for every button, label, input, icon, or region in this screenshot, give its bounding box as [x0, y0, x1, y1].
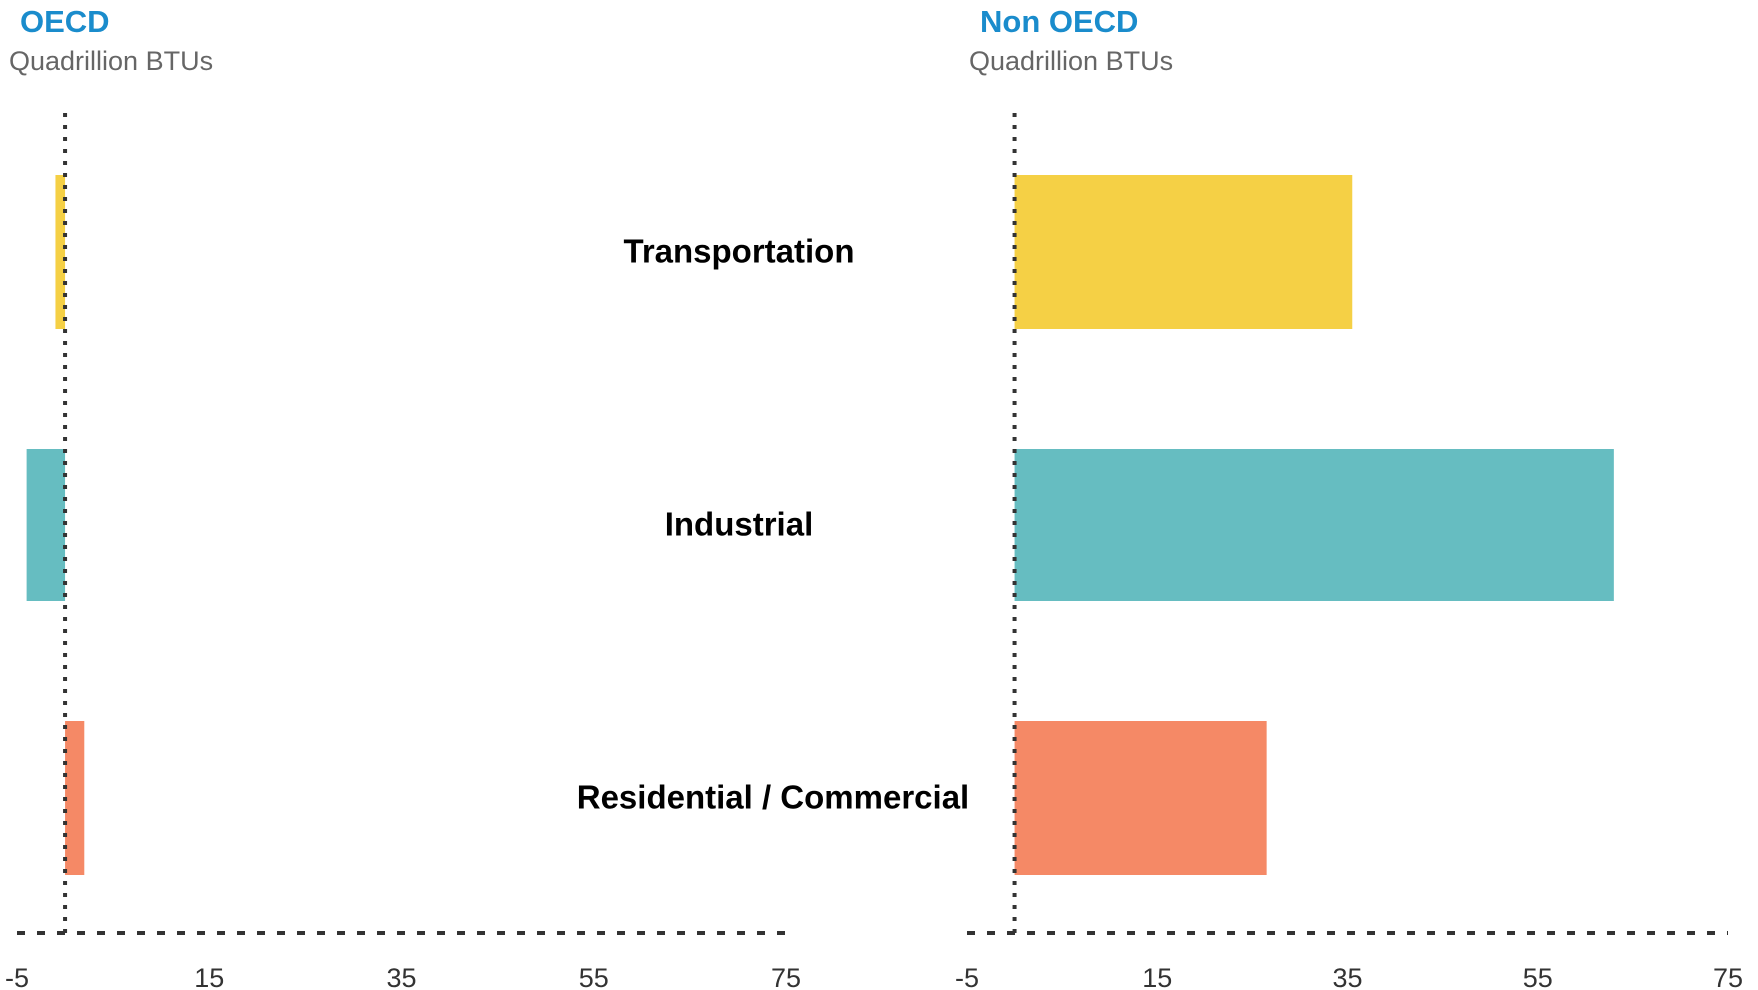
bar — [1014, 449, 1614, 601]
category-label: Industrial — [665, 506, 814, 543]
chart-title: OECD — [20, 4, 110, 39]
x-tick-label: 75 — [1713, 963, 1743, 990]
x-tick-label: 35 — [1332, 963, 1362, 990]
chart-title: Non OECD — [980, 4, 1138, 39]
x-tick-label: 55 — [579, 963, 609, 990]
x-tick-label: 55 — [1523, 963, 1553, 990]
chart-subtitle: Quadrillion BTUs — [9, 46, 213, 76]
chart-subtitle: Quadrillion BTUs — [969, 46, 1173, 76]
x-tick-label: -5 — [955, 963, 979, 990]
bar — [1014, 721, 1267, 875]
category-label: Residential / Commercial — [577, 779, 969, 816]
x-tick-label: -5 — [5, 963, 29, 990]
bar — [55, 175, 66, 329]
category-label: Transportation — [623, 233, 854, 270]
x-tick-label: 15 — [1142, 963, 1172, 990]
x-tick-label: 75 — [771, 963, 801, 990]
x-tick-label: 35 — [386, 963, 416, 990]
bar — [65, 721, 85, 875]
bar — [26, 449, 66, 601]
bar — [1014, 175, 1353, 329]
x-tick-label: 15 — [194, 963, 224, 990]
